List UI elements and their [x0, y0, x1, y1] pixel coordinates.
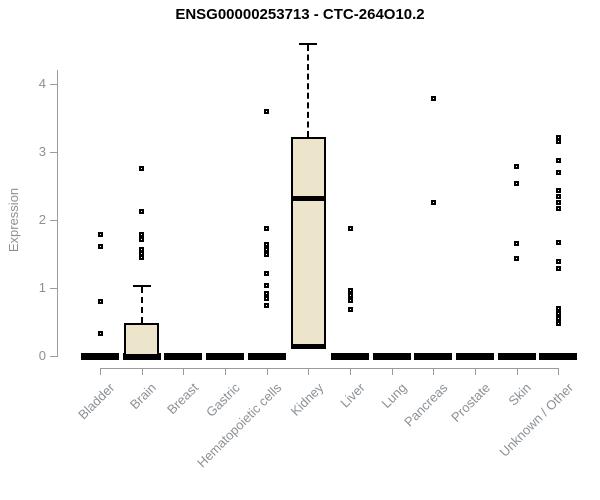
outlier-point: [348, 298, 353, 303]
outlier-point: [139, 209, 144, 214]
whisker-line: [307, 45, 309, 137]
chart-title: ENSG00000253713 - CTC-264O10.2: [175, 6, 425, 23]
outlier-point: [556, 311, 561, 316]
outlier-point: [264, 226, 269, 231]
x-tick-mark: [308, 368, 309, 375]
x-tick-label: Prostate: [447, 380, 493, 425]
x-tick-label: Kidney: [287, 380, 326, 419]
outlier-point: [264, 303, 269, 308]
x-tick-label: Pancreas: [401, 380, 451, 430]
outlier-point: [139, 232, 144, 237]
outlier-point: [264, 296, 269, 301]
zero-median-bar: [373, 353, 411, 360]
box: [291, 137, 326, 349]
outlier-point: [139, 255, 144, 260]
outlier-point: [556, 200, 561, 205]
y-tick-mark: [50, 356, 58, 357]
x-tick-mark: [475, 368, 476, 375]
outlier-point: [98, 299, 103, 304]
outlier-point: [264, 291, 269, 296]
box: [124, 323, 159, 356]
outlier-point: [264, 252, 269, 257]
x-tick-mark: [517, 368, 518, 375]
y-axis-line: [57, 70, 58, 357]
median-line: [293, 196, 324, 201]
x-tick-mark: [183, 368, 184, 375]
x-tick-mark: [267, 368, 268, 375]
outlier-point: [139, 166, 144, 171]
outlier-point: [514, 181, 519, 186]
x-tick-label: Unknown / Other: [496, 380, 576, 460]
outlier-point: [348, 293, 353, 298]
zero-median-bar: [331, 353, 369, 360]
outlier-point: [556, 188, 561, 193]
y-tick-label: 0: [38, 348, 46, 363]
outlier-point: [264, 109, 269, 114]
x-tick-mark: [350, 368, 351, 375]
whisker-line: [141, 287, 143, 323]
x-tick-label: Gastric: [202, 380, 243, 420]
outlier-point: [514, 164, 519, 169]
x-tick-label: Liver: [337, 380, 368, 411]
outlier-point: [556, 206, 561, 211]
zero-median-bar: [206, 353, 244, 360]
zero-median-bar: [456, 353, 494, 360]
outlier-point: [348, 226, 353, 231]
outlier-point: [514, 241, 519, 246]
outlier-point: [556, 259, 561, 264]
y-tick-mark: [50, 220, 58, 221]
outlier-point: [139, 237, 144, 242]
zero-median-bar: [164, 353, 202, 360]
y-tick-mark: [50, 288, 58, 289]
whisker-cap: [133, 285, 151, 287]
x-tick-mark: [100, 368, 101, 375]
outlier-point: [556, 139, 561, 144]
outlier-point: [264, 283, 269, 288]
outlier-point: [556, 240, 561, 245]
outlier-point: [514, 256, 519, 261]
zero-median-bar: [539, 353, 577, 360]
x-tick-label: Breast: [163, 380, 201, 418]
y-tick-mark: [50, 84, 58, 85]
outlier-point: [556, 266, 561, 271]
x-tick-label: Brain: [127, 380, 160, 413]
x-tick-mark: [558, 368, 559, 375]
outlier-point: [348, 288, 353, 293]
whisker-cap: [299, 43, 317, 45]
x-tick-mark: [225, 368, 226, 375]
zero-median-bar: [414, 353, 452, 360]
outlier-point: [98, 244, 103, 249]
x-tick-mark: [392, 368, 393, 375]
outlier-point: [348, 307, 353, 312]
outlier-point: [431, 96, 436, 101]
y-tick-mark: [50, 152, 58, 153]
outlier-point: [556, 158, 561, 163]
outlier-point: [556, 194, 561, 199]
x-tick-label: Skin: [505, 380, 535, 409]
zero-median-bar: [248, 353, 286, 360]
zero-median-bar: [123, 353, 161, 360]
outlier-point: [556, 321, 561, 326]
x-axis-line: [100, 368, 559, 369]
outlier-point: [264, 247, 269, 252]
y-tick-label: 2: [38, 212, 46, 227]
zero-median-bar: [81, 353, 119, 360]
outlier-point: [264, 242, 269, 247]
outlier-point: [264, 271, 269, 276]
outlier-point: [431, 200, 436, 205]
y-tick-label: 4: [38, 76, 46, 91]
x-tick-label: Lung: [378, 380, 410, 412]
y-tick-label: 1: [38, 280, 46, 295]
y-tick-label: 3: [38, 144, 46, 159]
zero-median-bar: [498, 353, 536, 360]
outlier-point: [98, 331, 103, 336]
x-tick-mark: [142, 368, 143, 375]
x-tick-label: Bladder: [75, 380, 118, 423]
outlier-point: [556, 316, 561, 321]
outlier-point: [556, 306, 561, 311]
outlier-point: [98, 232, 103, 237]
outlier-point: [556, 170, 561, 175]
x-tick-mark: [433, 368, 434, 375]
